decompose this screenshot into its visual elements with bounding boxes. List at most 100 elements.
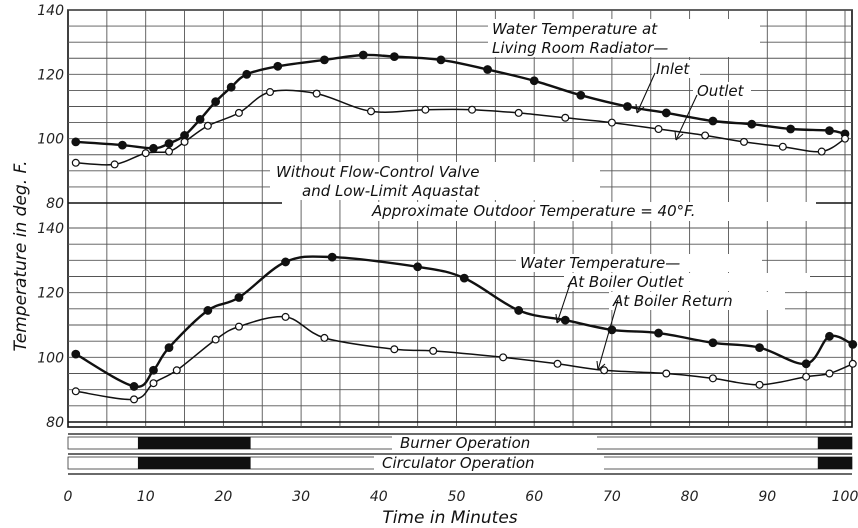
lower-at-boiler-return-line [75, 315, 854, 401]
lower-at-boiler-outlet-point [164, 343, 174, 353]
upper-outlet-point [739, 137, 748, 146]
operation-label-background [392, 435, 597, 451]
lower-at-boiler-return-point [234, 322, 243, 331]
label-background [270, 162, 600, 200]
label-background [609, 292, 785, 310]
upper-inlet-point [242, 69, 252, 79]
lower-at-boiler-outlet-point [413, 262, 423, 272]
upper-inlet-point [576, 90, 586, 100]
label-background [652, 60, 700, 78]
upper-inlet-point [117, 140, 127, 150]
upper-outlet-point [180, 137, 189, 146]
lower-at-boiler-outlet-point [203, 306, 213, 315]
upper-inlet-point [483, 65, 492, 74]
upper-y-tick-label: 80 [46, 196, 64, 212]
lower-at-boiler-outlet-point [654, 328, 663, 338]
series-label-outlet: Outlet [697, 82, 745, 100]
x-tick-label: 40 [370, 489, 388, 505]
lower-at-boiler-outlet-point [459, 273, 469, 283]
upper-inlet-point [273, 61, 283, 71]
upper-inlet-point [436, 55, 446, 65]
series-layer [71, 50, 858, 404]
lower-at-boiler-return-point [149, 379, 158, 388]
upper-inlet-point [164, 139, 174, 148]
label-background [516, 254, 762, 272]
lower-at-boiler-outlet-point [234, 293, 244, 302]
upper-inlet-line [75, 53, 846, 150]
burner-operation-label: Burner Operation [400, 434, 530, 452]
lower-at-boiler-return-point [662, 369, 671, 378]
x-tick-label: 70 [603, 489, 621, 505]
series-label-boiler-return: At Boiler Return [612, 292, 733, 310]
upper-outlet-point [561, 113, 570, 122]
upper-inlet-point [708, 116, 718, 126]
upper-outlet-point [141, 149, 150, 158]
lower-at-boiler-outlet-point [514, 306, 524, 315]
lower-at-boiler-return-point [429, 346, 438, 355]
x-axis-label: Time in Minutes [382, 508, 517, 528]
upper-outlet-point [367, 107, 376, 116]
operation-on-block [137, 457, 251, 469]
lower-at-boiler-return-point [71, 387, 80, 396]
lower-at-boiler-return-point [281, 312, 290, 321]
series-label-boiler-outlet: At Boiler Outlet [567, 273, 684, 291]
condition-line-2: and Low-Limit Aquastat [302, 182, 481, 200]
lower-y-tick-label: 100 [37, 350, 64, 366]
lower-at-boiler-outlet-point [149, 365, 158, 375]
upper-inlet-point [211, 97, 221, 107]
label-background [564, 273, 810, 291]
upper-annotations: Water Temperature at Living Room Radiato… [276, 20, 745, 220]
lower-at-boiler-return-point [802, 372, 811, 381]
x-tick-label: 60 [525, 489, 543, 505]
upper-outlet-point [778, 142, 787, 151]
upper-outlet-point [654, 125, 663, 134]
lower-y-tick-label: 120 [37, 286, 64, 302]
upper-y-tick-label: 120 [37, 67, 64, 83]
lower-at-boiler-return-point [320, 333, 329, 342]
tick-labels: 80 100 120 140 80 100 120 140 0 10 20 30 40 50 60 70 80 9… [37, 3, 858, 505]
lower-at-boiler-outlet-point [801, 359, 811, 369]
upper-outlet-point [514, 108, 523, 117]
upper-outlet-point [71, 158, 80, 167]
lower-at-boiler-outlet-point [755, 343, 764, 353]
upper-inlet-point [747, 119, 757, 129]
x-tick-label: 10 [137, 489, 155, 505]
upper-inlet-point [358, 50, 368, 60]
upper-outlet-point [110, 160, 119, 169]
upper-outlet-point [421, 105, 430, 114]
upper-inlet-point [786, 124, 796, 134]
lower-y-tick-label: 80 [46, 415, 64, 431]
x-tick-label: 50 [448, 489, 466, 505]
upper-inlet-point [226, 82, 236, 92]
lower-at-boiler-outlet-point [848, 340, 858, 349]
y-axis-label: Temperature in deg. F. [11, 161, 31, 352]
lower-at-boiler-outlet-point [129, 382, 139, 391]
upper-inlet-point [389, 52, 399, 62]
operation-on-block [137, 437, 251, 449]
x-tick-label: 90 [758, 489, 776, 505]
lower-at-boiler-outlet-point [708, 338, 718, 348]
lower-at-boiler-outlet-point [281, 257, 290, 267]
lower-at-boiler-return-point [848, 359, 857, 368]
lower-y-tick-label: 140 [37, 221, 64, 237]
upper-y-tick-label: 140 [37, 3, 64, 19]
upper-outlet-point [468, 105, 477, 114]
circulator-operation-label: Circulator Operation [382, 454, 535, 472]
lower-at-boiler-return-point [390, 345, 399, 354]
upper-outlet-point [607, 118, 616, 127]
upper-outlet-point [165, 147, 174, 156]
label-background [693, 82, 751, 100]
operation-label-background [374, 455, 604, 471]
label-background [488, 19, 760, 57]
upper-inlet-point [320, 55, 329, 65]
lower-at-boiler-return-point [499, 353, 508, 362]
lower-at-boiler-outlet-point [825, 331, 834, 341]
lower-annotations: Water Temperature— At Boiler Outlet At B… [520, 254, 733, 371]
upper-y-tick-label: 100 [37, 132, 64, 148]
upper-inlet-point [661, 108, 671, 118]
lower-at-boiler-return-point [130, 395, 139, 404]
outdoor-temperature-note: Approximate Outdoor Temperature = 40°F. [371, 202, 696, 220]
upper-inlet-point [195, 114, 205, 124]
lower-at-boiler-return-point [825, 369, 834, 378]
